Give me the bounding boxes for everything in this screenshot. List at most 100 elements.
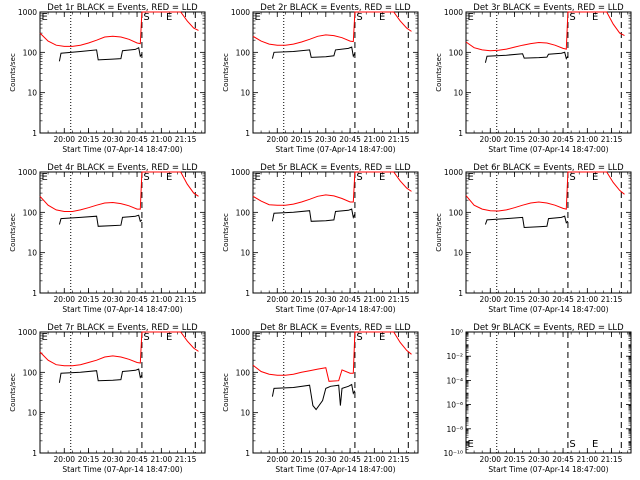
x-tick-label: 20:15 [78, 455, 100, 464]
y-tick-label: 10⁻² [446, 352, 463, 361]
y-tick-label: 1 [32, 129, 37, 138]
x-axis-label: Start Time (07-Apr-14 18:47:00) [488, 305, 608, 314]
y-tick-label: 1000 [18, 328, 37, 337]
x-tick-label: 20:00 [479, 295, 501, 304]
y-axis-label: Counts/sec [9, 213, 17, 252]
x-axis-label: Start Time (07-Apr-14 18:47:00) [62, 145, 182, 154]
y-tick-label: 1 [245, 289, 250, 298]
x-tick-label: 21:00 [364, 295, 386, 304]
x-tick-label: 20:15 [78, 135, 100, 144]
y-tick-label: 10 [453, 249, 463, 258]
x-tick-label: 21:15 [175, 455, 197, 464]
y-tick-label: 10 [240, 409, 250, 418]
series-line-black [58, 368, 143, 383]
y-tick-label: 100 [449, 48, 464, 57]
x-tick-label: 21:15 [601, 455, 623, 464]
y-tick-label: 1 [32, 289, 37, 298]
y-tick-label: 10 [27, 249, 37, 258]
y-tick-label: 1000 [231, 168, 250, 177]
event-marker-e: E [166, 12, 172, 23]
chart-title: Det 9r BLACK = Events, RED = LLD [473, 323, 624, 333]
x-tick-label: 20:15 [78, 295, 100, 304]
x-tick-label: 20:00 [479, 455, 501, 464]
x-axis-label: Start Time (07-Apr-14 18:47:00) [275, 305, 395, 314]
x-tick-label: 20:30 [528, 455, 550, 464]
x-tick-label: 20:45 [552, 295, 574, 304]
x-tick-label: 21:00 [577, 135, 599, 144]
y-tick-label: 10⁻¹⁰ [443, 449, 463, 458]
x-tick-label: 20:30 [315, 135, 337, 144]
x-tick-label: 20:15 [504, 455, 526, 464]
event-marker-s: S [356, 172, 362, 183]
x-tick-label: 20:00 [53, 135, 75, 144]
y-axis-label: Counts/sec [222, 213, 230, 252]
x-tick-label: 20:45 [339, 455, 361, 464]
plot-frame [465, 11, 632, 134]
y-tick-label: 1 [245, 129, 250, 138]
x-tick-label: 20:30 [528, 135, 550, 144]
x-tick-label: 21:15 [388, 455, 410, 464]
x-axis-label: Start Time (07-Apr-14 18:47:00) [62, 465, 182, 474]
x-tick-label: 20:00 [266, 455, 288, 464]
event-marker-s: S [356, 12, 362, 23]
y-tick-label: 100 [236, 48, 251, 57]
event-marker-e: E [379, 172, 385, 183]
y-tick-label: 100 [23, 368, 38, 377]
y-tick-label: 10⁻⁶ [446, 401, 463, 410]
chart-title: Det 8r BLACK = Events, RED = LLD [260, 323, 411, 333]
event-marker-e: E [468, 172, 474, 183]
y-tick-label: 100 [236, 208, 251, 217]
x-tick-label: 20:30 [528, 295, 550, 304]
chart-panel-3: Det 3r BLACK = Events, RED = LLD 1 10 100 10… [435, 3, 632, 154]
y-tick-label: 10⁻⁴ [446, 376, 463, 385]
y-tick-label: 10 [27, 409, 37, 418]
event-marker-s: S [143, 12, 149, 23]
y-tick-label: 100 [236, 368, 251, 377]
series-line-black [484, 215, 569, 229]
series-line-red [39, 331, 199, 367]
event-marker-e: E [166, 332, 172, 343]
x-tick-label: 21:00 [151, 295, 173, 304]
x-tick-label: 20:00 [266, 135, 288, 144]
event-marker-e: E [255, 12, 261, 23]
event-marker-e: E [379, 332, 385, 343]
event-marker-e: E [592, 439, 598, 450]
event-marker-s: S [143, 172, 149, 183]
series-line-black [271, 208, 356, 222]
chart-title: Det 5r BLACK = Events, RED = LLD [260, 163, 411, 173]
y-axis-label: Counts/sec [9, 53, 17, 92]
x-tick-label: 20:30 [315, 295, 337, 304]
x-axis-label: Start Time (07-Apr-14 18:47:00) [488, 145, 608, 154]
y-tick-label: 1000 [18, 8, 37, 17]
chart-panel-5: Det 5r BLACK = Events, RED = LLD 1 10 100 10… [222, 163, 419, 314]
chart-title: Det 4r BLACK = Events, RED = LLD [47, 163, 198, 173]
y-axis-label: Counts/sec [435, 53, 443, 92]
y-tick-label: 1 [245, 449, 250, 458]
y-axis-label: Counts/sec [222, 53, 230, 92]
y-tick-label: 1 [458, 289, 463, 298]
event-marker-e: E [42, 172, 48, 183]
chart-panel-1: Det 1r BLACK = Events, RED = LLD 1 10 100 10… [9, 3, 206, 154]
x-tick-label: 21:15 [175, 135, 197, 144]
x-tick-label: 21:15 [601, 295, 623, 304]
x-tick-label: 21:15 [388, 135, 410, 144]
x-tick-label: 20:45 [552, 135, 574, 144]
x-tick-label: 20:45 [126, 455, 148, 464]
y-axis-label: Counts/sec [435, 213, 443, 252]
plot-frame [39, 171, 206, 294]
x-tick-label: 20:45 [126, 135, 148, 144]
y-tick-label: 1000 [18, 168, 37, 177]
x-tick-label: 20:30 [102, 455, 124, 464]
plot-frame [465, 171, 632, 294]
series-line-black [58, 46, 143, 62]
event-marker-e: E [166, 172, 172, 183]
event-marker-e: E [468, 439, 474, 450]
series-line-red [39, 11, 199, 47]
y-tick-label: 10⁰ [450, 328, 463, 337]
x-tick-label: 21:00 [577, 295, 599, 304]
plot-frame [39, 331, 206, 454]
x-tick-label: 20:15 [291, 455, 313, 464]
y-tick-label: 10 [240, 89, 250, 98]
x-tick-label: 20:00 [479, 135, 501, 144]
